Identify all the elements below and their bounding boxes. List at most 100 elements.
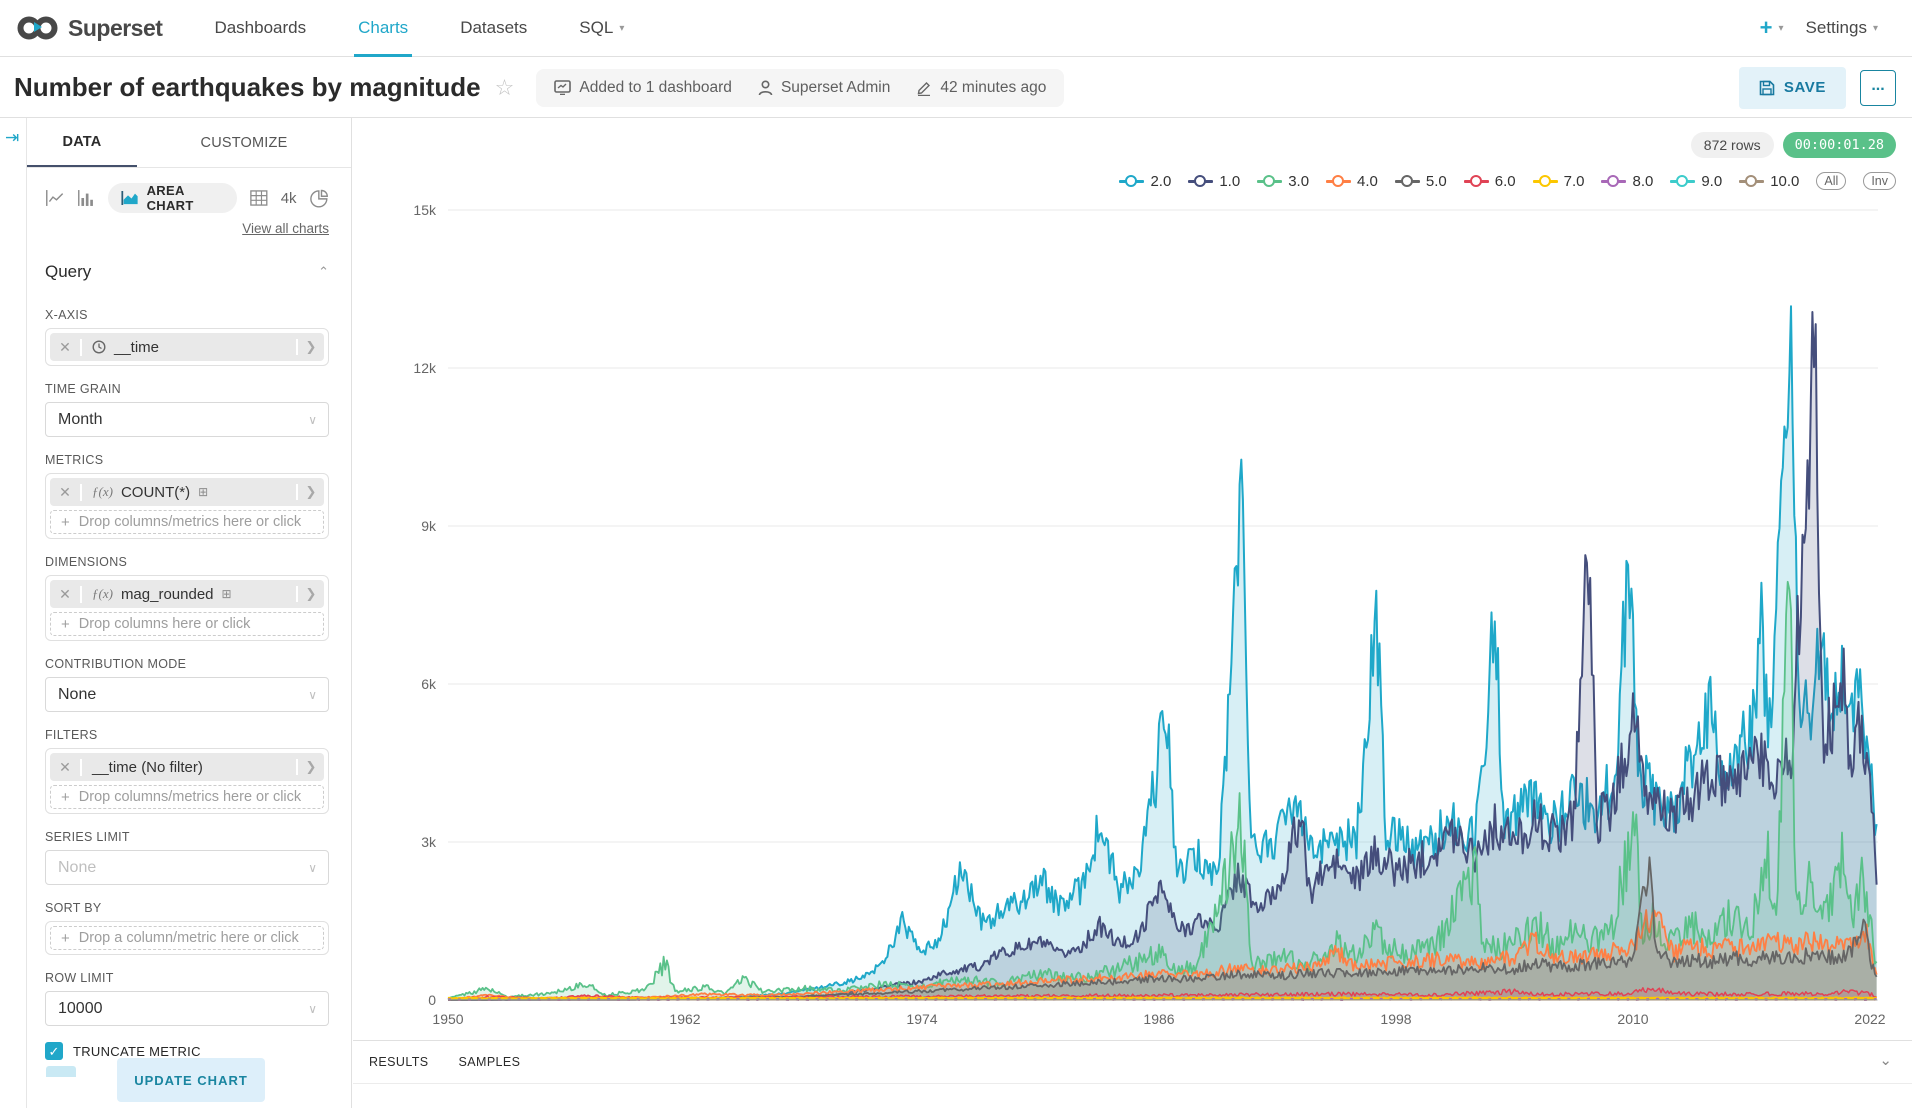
filters-dropzone[interactable]: + Drop columns/metrics here or click (50, 785, 324, 809)
save-button[interactable]: SAVE (1738, 66, 1846, 109)
control-panel: DATA CUSTOMIZE AREA CHART (27, 118, 352, 1108)
legend-item-1.0[interactable]: 1.0 (1188, 173, 1240, 190)
viz-type-row: AREA CHART 4k (45, 182, 329, 214)
dimension-field[interactable]: ✕ ƒ(x) mag_rounded ⊞ ❯ (50, 580, 324, 608)
remove-icon[interactable]: ✕ (50, 338, 82, 356)
area-chart[interactable]: 0 3k 6k 9k 12k 15k 1950 1962 1974 1986 1998 2010 202… (353, 118, 1912, 1040)
filters-label: FILTERS (45, 728, 98, 742)
sort-by-label: SORT BY (45, 901, 102, 915)
filter-field[interactable]: ✕ __time (No filter) ❯ (50, 753, 324, 781)
chevron-down-icon: ▾ (1872, 22, 1878, 34)
chevron-down-icon: ▾ (619, 22, 625, 34)
svg-text:2022: 2022 (1854, 1011, 1885, 1027)
series-marker-icon (1119, 175, 1145, 187)
chevron-right-icon[interactable]: ❯ (296, 759, 324, 775)
divider (353, 1083, 1912, 1084)
owner-meta[interactable]: Superset Admin (758, 79, 890, 97)
legend-item-3.0[interactable]: 3.0 (1257, 173, 1309, 190)
calculator-icon: ⊞ (221, 587, 232, 601)
x-axis-label: X-AXIS (45, 308, 88, 322)
dimensions-control: ✕ ƒ(x) mag_rounded ⊞ ❯ + Drop columns he… (45, 575, 329, 641)
calculator-icon: ⊞ (198, 485, 209, 499)
metrics-dropzone[interactable]: + Drop columns/metrics here or click (50, 510, 324, 534)
collapse-panel-icon[interactable]: ⇥ (5, 128, 20, 147)
panel-collapse-strip: ⇥ (0, 118, 27, 1108)
legend-item-10.0[interactable]: 10.0 (1739, 173, 1799, 190)
legend-item-9.0[interactable]: 9.0 (1670, 173, 1722, 190)
results-panel: RESULTS SAMPLES ⌄ (353, 1040, 1912, 1108)
collapse-results-icon[interactable]: ⌄ (1879, 1052, 1892, 1069)
remove-icon[interactable]: ✕ (50, 758, 82, 776)
row-limit-select[interactable]: 10000 ∨ (45, 991, 329, 1026)
chart-legend: 2.0 1.0 3.0 4.0 5.0 6.0 7.0 8.0 9.0 10.0 All Inv (1119, 172, 1896, 190)
user-icon (758, 79, 773, 95)
chevron-up-icon[interactable]: ⌃ (318, 264, 329, 279)
svg-text:1974: 1974 (906, 1011, 937, 1027)
legend-inv-button[interactable]: Inv (1863, 172, 1896, 190)
tab-data[interactable]: DATA (27, 118, 137, 167)
svg-text:1962: 1962 (669, 1011, 700, 1027)
tab-samples[interactable]: SAMPLES (458, 1055, 521, 1069)
viz-type-area-chart[interactable]: AREA CHART (108, 183, 238, 213)
remove-icon[interactable]: ✕ (50, 585, 82, 603)
svg-text:12k: 12k (413, 360, 437, 376)
sort-by-dropzone[interactable]: + Drop a column/metric here or click (50, 926, 324, 950)
svg-text:3k: 3k (421, 834, 437, 850)
series-marker-icon (1394, 175, 1420, 187)
query-timer-badge: 00:00:01.28 (1782, 132, 1896, 158)
pie-chart-icon[interactable] (309, 187, 329, 209)
truncate-metric-checkbox[interactable]: ✓ (45, 1042, 63, 1060)
tab-results[interactable]: RESULTS (369, 1055, 429, 1069)
update-chart-button[interactable]: UPDATE CHART (117, 1058, 265, 1102)
line-chart-icon[interactable] (45, 188, 64, 208)
legend-all-button[interactable]: All (1816, 172, 1847, 190)
last-modified-meta[interactable]: 42 minutes ago (916, 79, 1046, 97)
legend-item-6.0[interactable]: 6.0 (1463, 173, 1516, 190)
nav-charts[interactable]: Charts (332, 0, 434, 57)
panel-tabs: DATA CUSTOMIZE (27, 118, 351, 168)
chevron-down-icon: ▾ (1778, 22, 1784, 34)
nav-sql[interactable]: SQL ▾ (579, 18, 625, 37)
remove-icon[interactable]: ✕ (50, 483, 82, 501)
dimensions-dropzone[interactable]: + Drop columns here or click (50, 612, 324, 636)
time-grain-select[interactable]: Month ∨ (45, 402, 329, 437)
chart-header: Number of earthquakes by magnitude ☆ Add… (0, 58, 1912, 118)
series-limit-select[interactable]: None ∨ (45, 850, 329, 885)
x-axis-control: ✕ __time ❯ (45, 328, 329, 366)
plus-icon: + (61, 513, 70, 531)
superset-logo[interactable]: Superset (0, 14, 188, 42)
more-options-button[interactable]: ... (1860, 69, 1896, 106)
tab-customize[interactable]: CUSTOMIZE (200, 134, 288, 151)
plus-icon: + (61, 788, 70, 806)
viz-type-4k[interactable]: 4k (280, 189, 297, 207)
series-marker-icon (1532, 175, 1558, 187)
chevron-right-icon[interactable]: ❯ (296, 484, 324, 500)
legend-item-8.0[interactable]: 8.0 (1601, 173, 1653, 190)
partial-checkbox[interactable] (46, 1066, 76, 1077)
query-section-header[interactable]: Query ⌃ (45, 262, 329, 282)
favorite-star-icon[interactable]: ☆ (494, 74, 515, 100)
metric-count-field[interactable]: ✕ ƒ(x) COUNT(*) ⊞ ❯ (50, 478, 324, 506)
contribution-mode-select[interactable]: None ∨ (45, 677, 329, 712)
table-icon[interactable] (250, 188, 268, 208)
dashboards-meta[interactable]: Added to 1 dashboard (554, 79, 732, 97)
truncate-metric-row: ✓ TRUNCATE METRIC (45, 1042, 329, 1060)
legend-item-2.0[interactable]: 2.0 (1119, 173, 1171, 190)
x-axis-field[interactable]: ✕ __time ❯ (50, 333, 324, 361)
view-all-charts-link[interactable]: View all charts (242, 221, 329, 236)
dashboard-icon (554, 80, 572, 95)
legend-item-7.0[interactable]: 7.0 (1532, 173, 1584, 190)
settings-menu[interactable]: Settings ▾ (1805, 18, 1878, 37)
new-item-button[interactable]: + ▾ (1759, 15, 1784, 40)
legend-item-4.0[interactable]: 4.0 (1326, 173, 1378, 190)
svg-text:6k: 6k (421, 676, 437, 692)
chart-metadata-bar: Added to 1 dashboard Superset Admin 42 m… (536, 68, 1065, 107)
legend-item-5.0[interactable]: 5.0 (1394, 173, 1447, 190)
bar-chart-icon[interactable] (77, 188, 95, 208)
chevron-right-icon[interactable]: ❯ (296, 339, 324, 355)
plus-icon: + (61, 615, 70, 633)
svg-text:1998: 1998 (1380, 1011, 1411, 1027)
nav-datasets[interactable]: Datasets (460, 18, 528, 37)
chevron-right-icon[interactable]: ❯ (296, 586, 324, 602)
nav-dashboards[interactable]: Dashboards (214, 18, 307, 37)
